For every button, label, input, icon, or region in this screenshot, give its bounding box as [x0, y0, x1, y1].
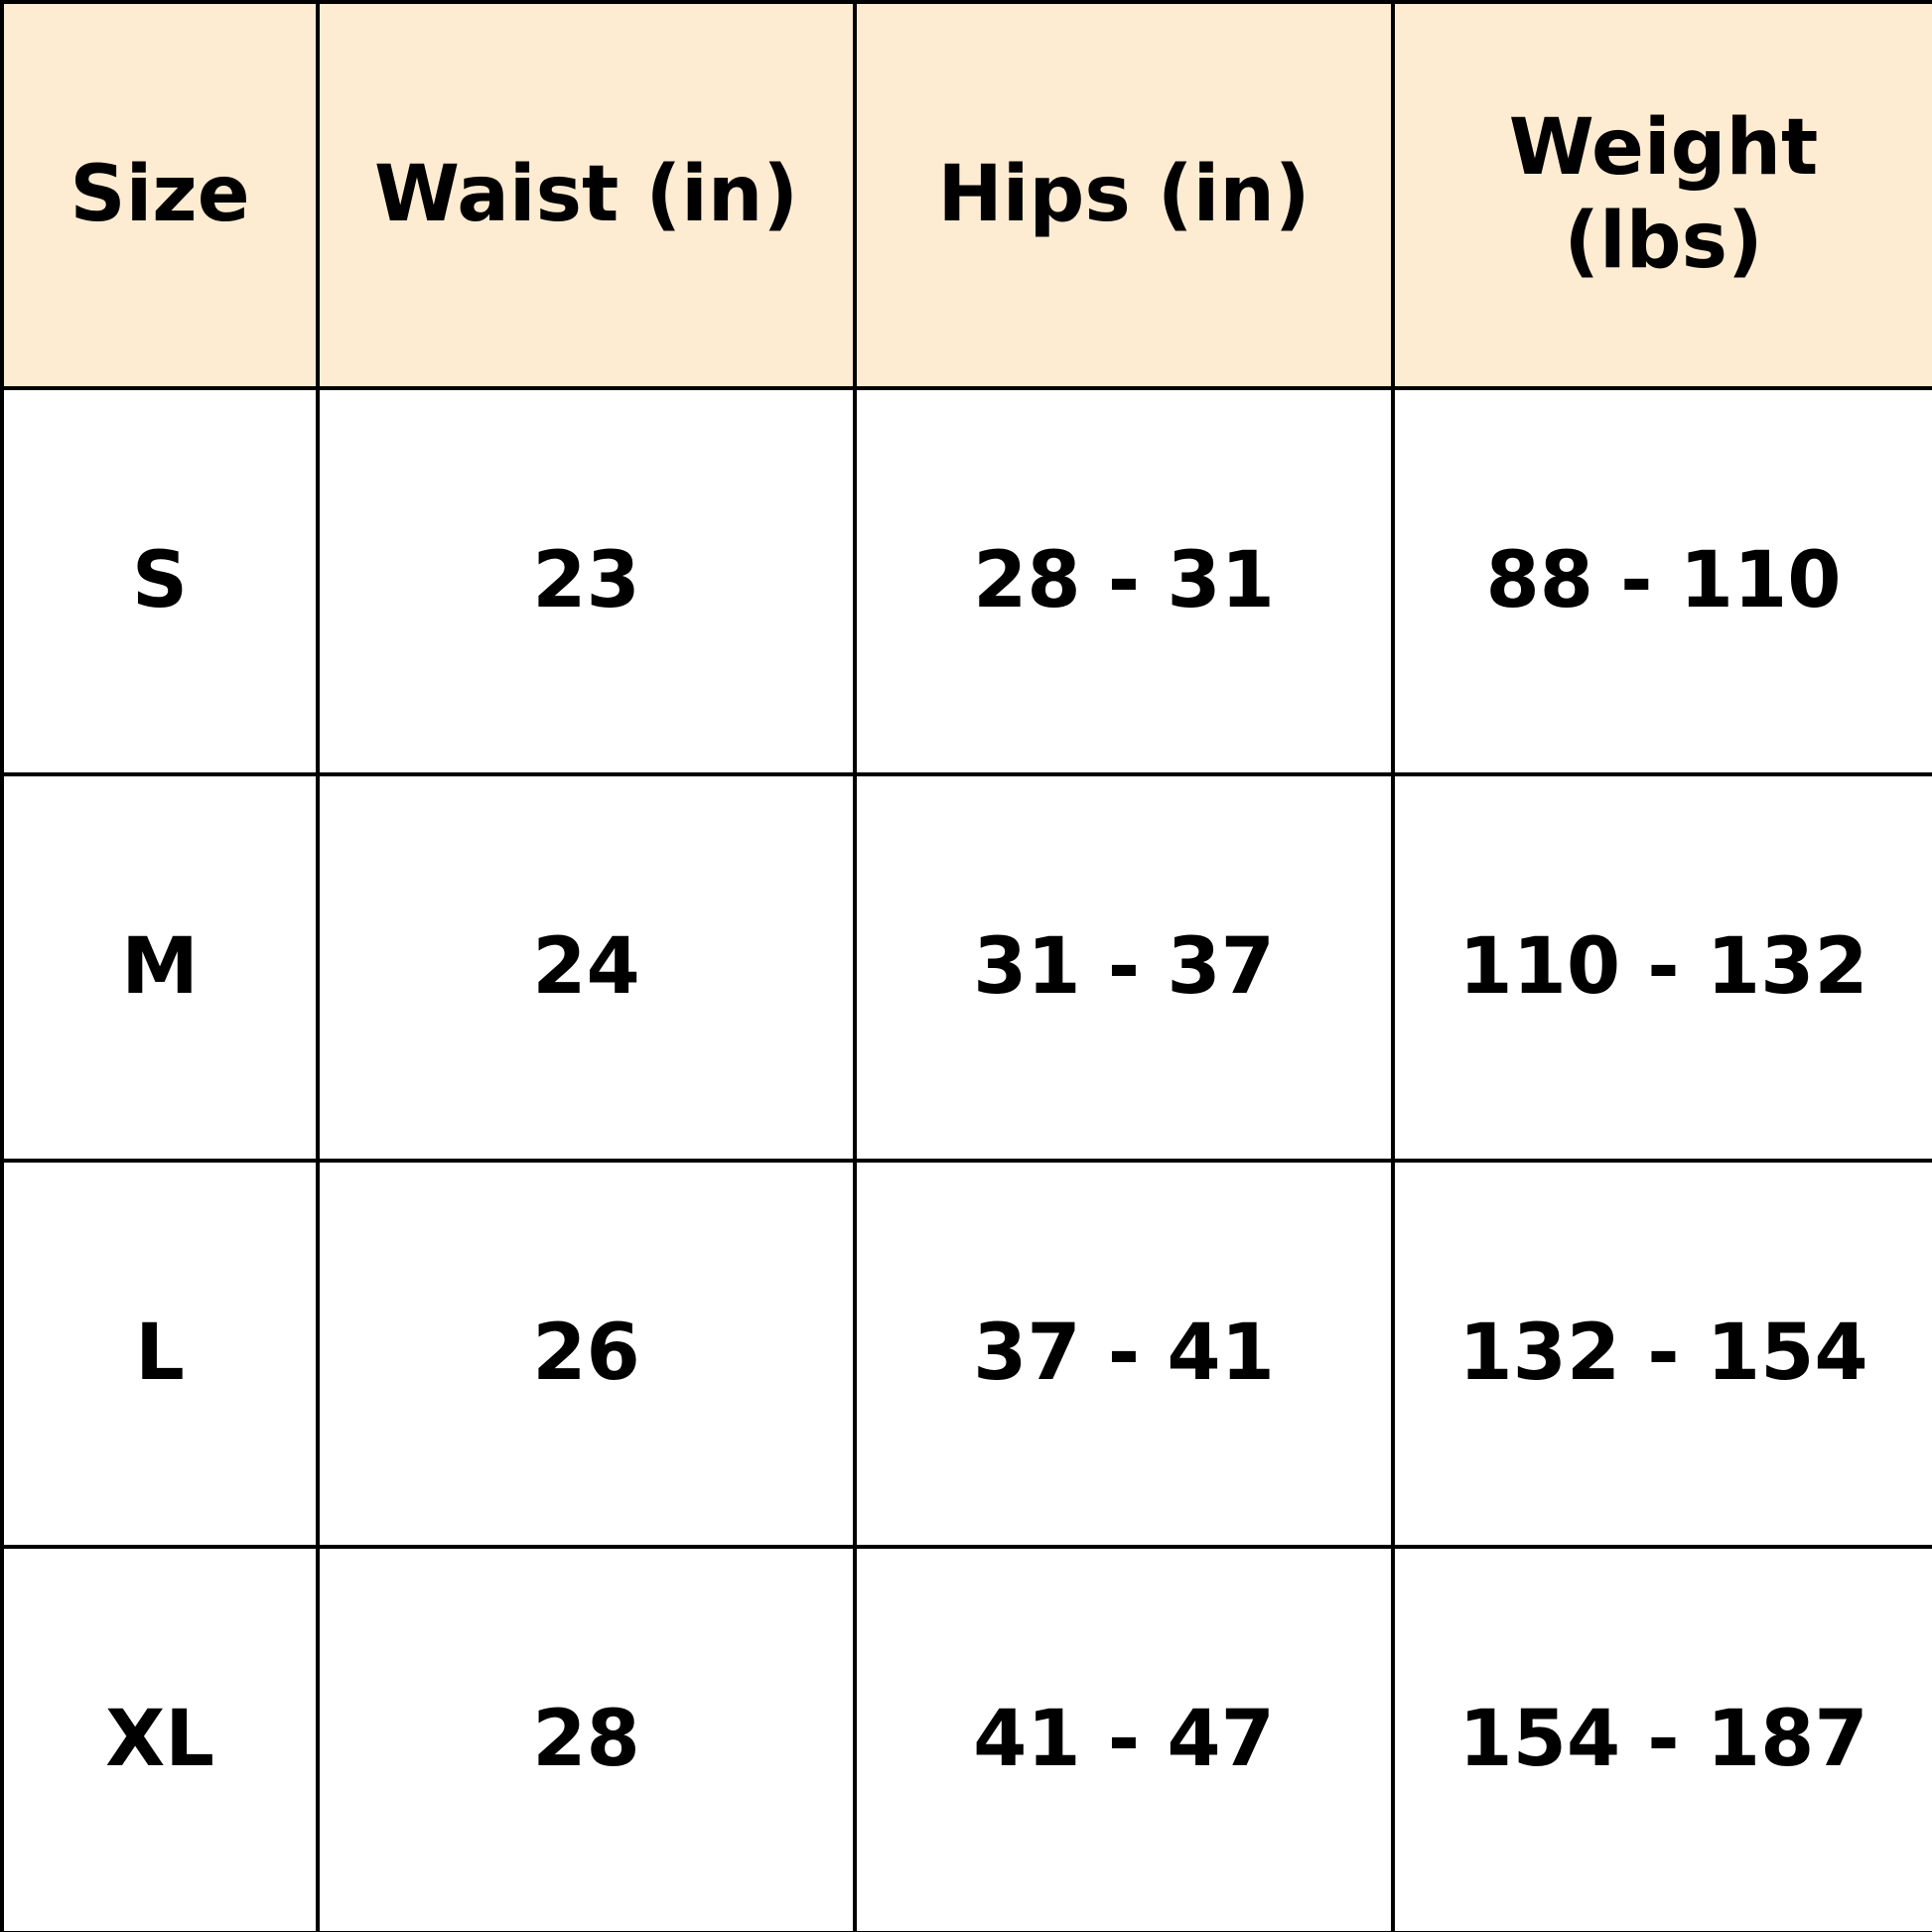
- header-cell: Waist (in): [316, 0, 857, 390]
- table-cell: S: [0, 386, 320, 776]
- table-cell: 154 - 187: [1391, 1545, 1932, 1932]
- header-row: Size Waist (in) Hips (in) Weight (lbs): [0, 0, 1932, 390]
- table-cell: 23: [316, 386, 857, 776]
- table-row: S 23 28 - 31 88 - 110: [0, 386, 1932, 776]
- header-cell: Hips (in): [853, 0, 1395, 390]
- table-cell: 41 - 47: [853, 1545, 1395, 1932]
- table-cell: 132 - 154: [1391, 1159, 1932, 1549]
- table-cell: XL: [0, 1545, 320, 1932]
- header-cell: Weight (lbs): [1391, 0, 1932, 390]
- table-cell: 88 - 110: [1391, 386, 1932, 776]
- table-row: M 24 31 - 37 110 - 132: [0, 772, 1932, 1163]
- table-cell: 37 - 41: [853, 1159, 1395, 1549]
- table-row: XL 28 41 - 47 154 - 187: [0, 1545, 1932, 1932]
- table-cell: 24: [316, 772, 857, 1163]
- table-cell: 31 - 37: [853, 772, 1395, 1163]
- table-cell: L: [0, 1159, 320, 1549]
- table-cell: 28 - 31: [853, 386, 1395, 776]
- table-row: L 26 37 - 41 132 - 154: [0, 1159, 1932, 1549]
- table-cell: 28: [316, 1545, 857, 1932]
- header-cell: Size: [0, 0, 320, 390]
- table-cell: 26: [316, 1159, 857, 1549]
- table-cell: M: [0, 772, 320, 1163]
- table-cell: 110 - 132: [1391, 772, 1932, 1163]
